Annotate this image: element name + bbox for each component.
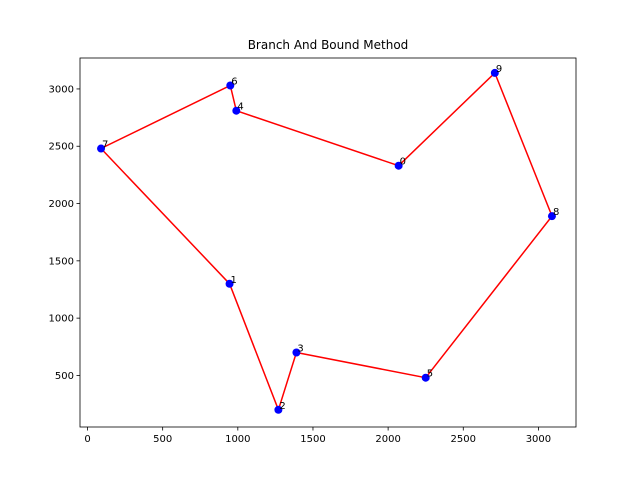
y-tick-label: 2000 xyxy=(49,199,74,210)
x-tick-label: 0 xyxy=(84,434,90,445)
city-label-0: 0 xyxy=(400,157,406,168)
city-label-6: 6 xyxy=(231,77,237,88)
x-tick-label: 2500 xyxy=(451,434,476,445)
axes-frame xyxy=(79,57,577,428)
city-label-7: 7 xyxy=(102,140,108,151)
city-point-5 xyxy=(421,373,430,382)
x-tick-label: 1500 xyxy=(300,434,325,445)
y-tick-label: 500 xyxy=(55,371,74,382)
city-point-1 xyxy=(225,279,234,288)
x-tick-label: 2000 xyxy=(375,434,400,445)
chart-title: Branch And Bound Method xyxy=(248,38,409,52)
city-label-3: 3 xyxy=(297,344,303,355)
x-tick-label: 1000 xyxy=(225,434,250,445)
city-point-7 xyxy=(97,144,106,153)
city-label-8: 8 xyxy=(553,207,559,218)
city-label-2: 2 xyxy=(279,401,285,412)
city-point-3 xyxy=(292,348,301,357)
city-point-0 xyxy=(394,161,403,170)
plot-area: 0 500 1000 1500 2000 2500 3000 500 1000 1500 2000 2… xyxy=(49,57,577,445)
city-label-4: 4 xyxy=(237,102,243,113)
city-point-9 xyxy=(490,68,499,77)
y-tick-label: 2500 xyxy=(49,142,74,153)
city-label-9: 9 xyxy=(496,64,502,75)
city-point-4 xyxy=(232,106,241,115)
y-tick-label: 1500 xyxy=(49,256,74,267)
city-point-6 xyxy=(226,81,235,90)
y-tick-label: 1000 xyxy=(49,314,74,325)
y-tick-label: 3000 xyxy=(49,84,74,95)
city-point-8 xyxy=(547,212,556,221)
city-point-2 xyxy=(274,405,283,414)
x-tick-label: 500 xyxy=(153,434,172,445)
city-label-5: 5 xyxy=(427,369,433,380)
x-tick-label: 3000 xyxy=(526,434,551,445)
city-label-1: 1 xyxy=(231,275,237,286)
